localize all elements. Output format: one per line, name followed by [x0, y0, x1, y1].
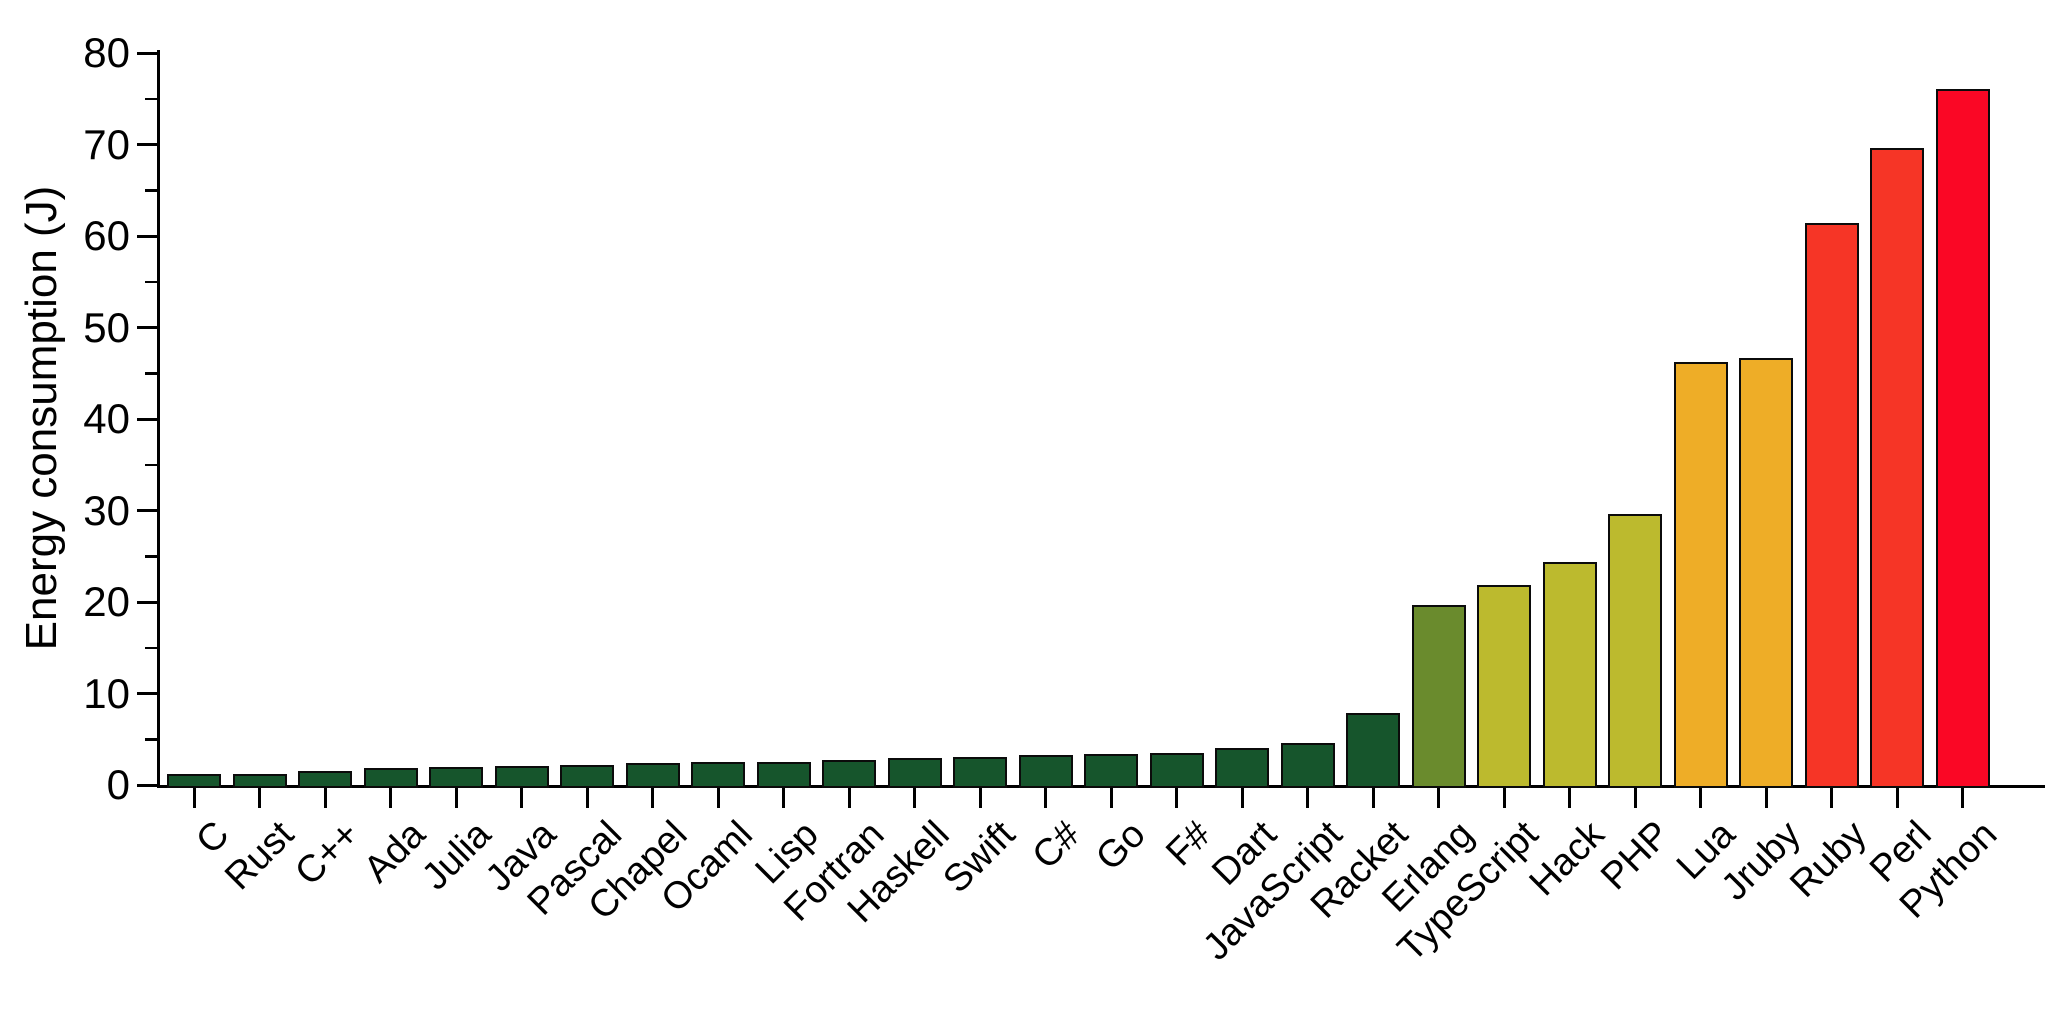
bar-julia: [429, 767, 483, 788]
x-tick-ocaml: [716, 788, 720, 808]
x-tick-rust: [258, 788, 261, 808]
x-tick-haskell: [913, 788, 916, 808]
x-tick-fortran: [847, 788, 851, 808]
x-tick-ruby: [1830, 788, 1833, 808]
y-minor-tick: [145, 97, 157, 100]
y-minor-tick: [145, 372, 157, 375]
bar-lua: [1673, 362, 1728, 788]
x-tick-dart: [1240, 788, 1244, 808]
x-tick-label-swift: Swift: [935, 813, 1023, 902]
y-minor-tick: [145, 189, 157, 192]
y-tick-label: 10: [83, 669, 130, 717]
x-tick-racket: [1371, 788, 1375, 808]
x-tick-julia: [454, 788, 458, 808]
x-tick-label-julia: Julia: [414, 813, 499, 899]
y-tick-label: 40: [83, 395, 130, 442]
x-tick-label-ada: Ada: [355, 813, 434, 891]
x-tick-c: [1044, 788, 1047, 808]
x-tick-label-c: C: [187, 813, 237, 863]
bar-swift: [953, 757, 1007, 788]
x-tick-hack: [1568, 788, 1571, 808]
bar-java: [494, 765, 549, 788]
bar-javascript: [1280, 742, 1335, 788]
bar-erlang: [1411, 604, 1466, 788]
x-tick-label-c: C++: [287, 813, 368, 894]
bar-perl: [1870, 147, 1924, 788]
bar-rust: [232, 773, 287, 788]
x-tick-perl: [1895, 788, 1899, 808]
bar-go: [1084, 753, 1138, 788]
bar-haskell: [887, 758, 942, 788]
bar-typescript: [1477, 585, 1531, 788]
y-major-tick: [137, 234, 157, 238]
x-tick-chapel: [651, 788, 654, 808]
x-tick-python: [1961, 788, 1964, 808]
x-tick-swift: [978, 788, 982, 808]
y-major-tick: [137, 143, 157, 146]
x-tick-pascal: [585, 788, 589, 808]
x-tick-c: [323, 788, 327, 808]
bar-hack: [1542, 561, 1597, 788]
x-tick-label-php: PHP: [1593, 813, 1678, 899]
bar-c: [298, 771, 352, 788]
y-major-tick: [137, 51, 157, 55]
x-tick-label-rust: Rust: [217, 813, 303, 899]
x-tick-typescript: [1502, 788, 1506, 808]
x-tick-label-hack: Hack: [1521, 813, 1613, 905]
x-tick-erlang: [1437, 788, 1440, 808]
bar-ada: [363, 768, 418, 788]
x-tick-javascript: [1306, 788, 1309, 808]
x-tick-lua: [1699, 788, 1702, 808]
y-tick-label: 60: [83, 212, 130, 259]
bar-ruby: [1804, 223, 1859, 788]
y-minor-tick: [145, 738, 157, 741]
y-major-tick: [137, 326, 157, 329]
bar-lisp: [756, 761, 811, 788]
y-major-tick: [137, 600, 157, 604]
bar-c: [1018, 754, 1073, 788]
bar-c: [167, 773, 221, 788]
x-tick-php: [1633, 788, 1637, 808]
y-major-tick: [137, 783, 157, 787]
y-tick-label: 50: [83, 303, 130, 351]
x-tick-java: [520, 788, 523, 808]
bar-dart: [1215, 748, 1269, 788]
x-tick-ada: [389, 788, 392, 808]
y-tick-label: 80: [83, 29, 130, 76]
y-tick-label: 30: [83, 486, 130, 534]
y-minor-tick: [145, 555, 157, 558]
bar-php: [1608, 513, 1662, 788]
y-minor-tick: [145, 463, 157, 466]
y-tick-label: 20: [83, 578, 130, 625]
y-axis-spine: [157, 50, 160, 787]
x-tick-label-go: Go: [1088, 813, 1154, 879]
x-tick-lisp: [782, 788, 785, 808]
y-major-tick: [137, 692, 157, 695]
x-tick-c: [192, 788, 196, 808]
bar-racket: [1346, 712, 1400, 788]
y-minor-tick: [145, 280, 157, 283]
y-minor-tick: [145, 646, 157, 649]
x-tick-label-c: C#: [1024, 813, 1089, 878]
bar-fortran: [822, 760, 876, 788]
y-tick-label: 0: [106, 761, 130, 808]
y-tick-label: 70: [83, 120, 130, 168]
x-tick-go: [1109, 788, 1113, 808]
x-tick-label-ruby: Ruby: [1782, 813, 1875, 906]
y-major-tick: [137, 417, 157, 421]
bar-f: [1149, 752, 1204, 788]
x-tick-jruby: [1764, 788, 1768, 808]
bar-chapel: [625, 762, 680, 788]
bar-ocaml: [691, 761, 745, 788]
bar-jruby: [1739, 357, 1793, 788]
bar-python: [1935, 88, 1990, 788]
y-major-tick: [137, 509, 157, 512]
bar-pascal: [560, 764, 614, 788]
x-tick-f: [1175, 788, 1178, 808]
